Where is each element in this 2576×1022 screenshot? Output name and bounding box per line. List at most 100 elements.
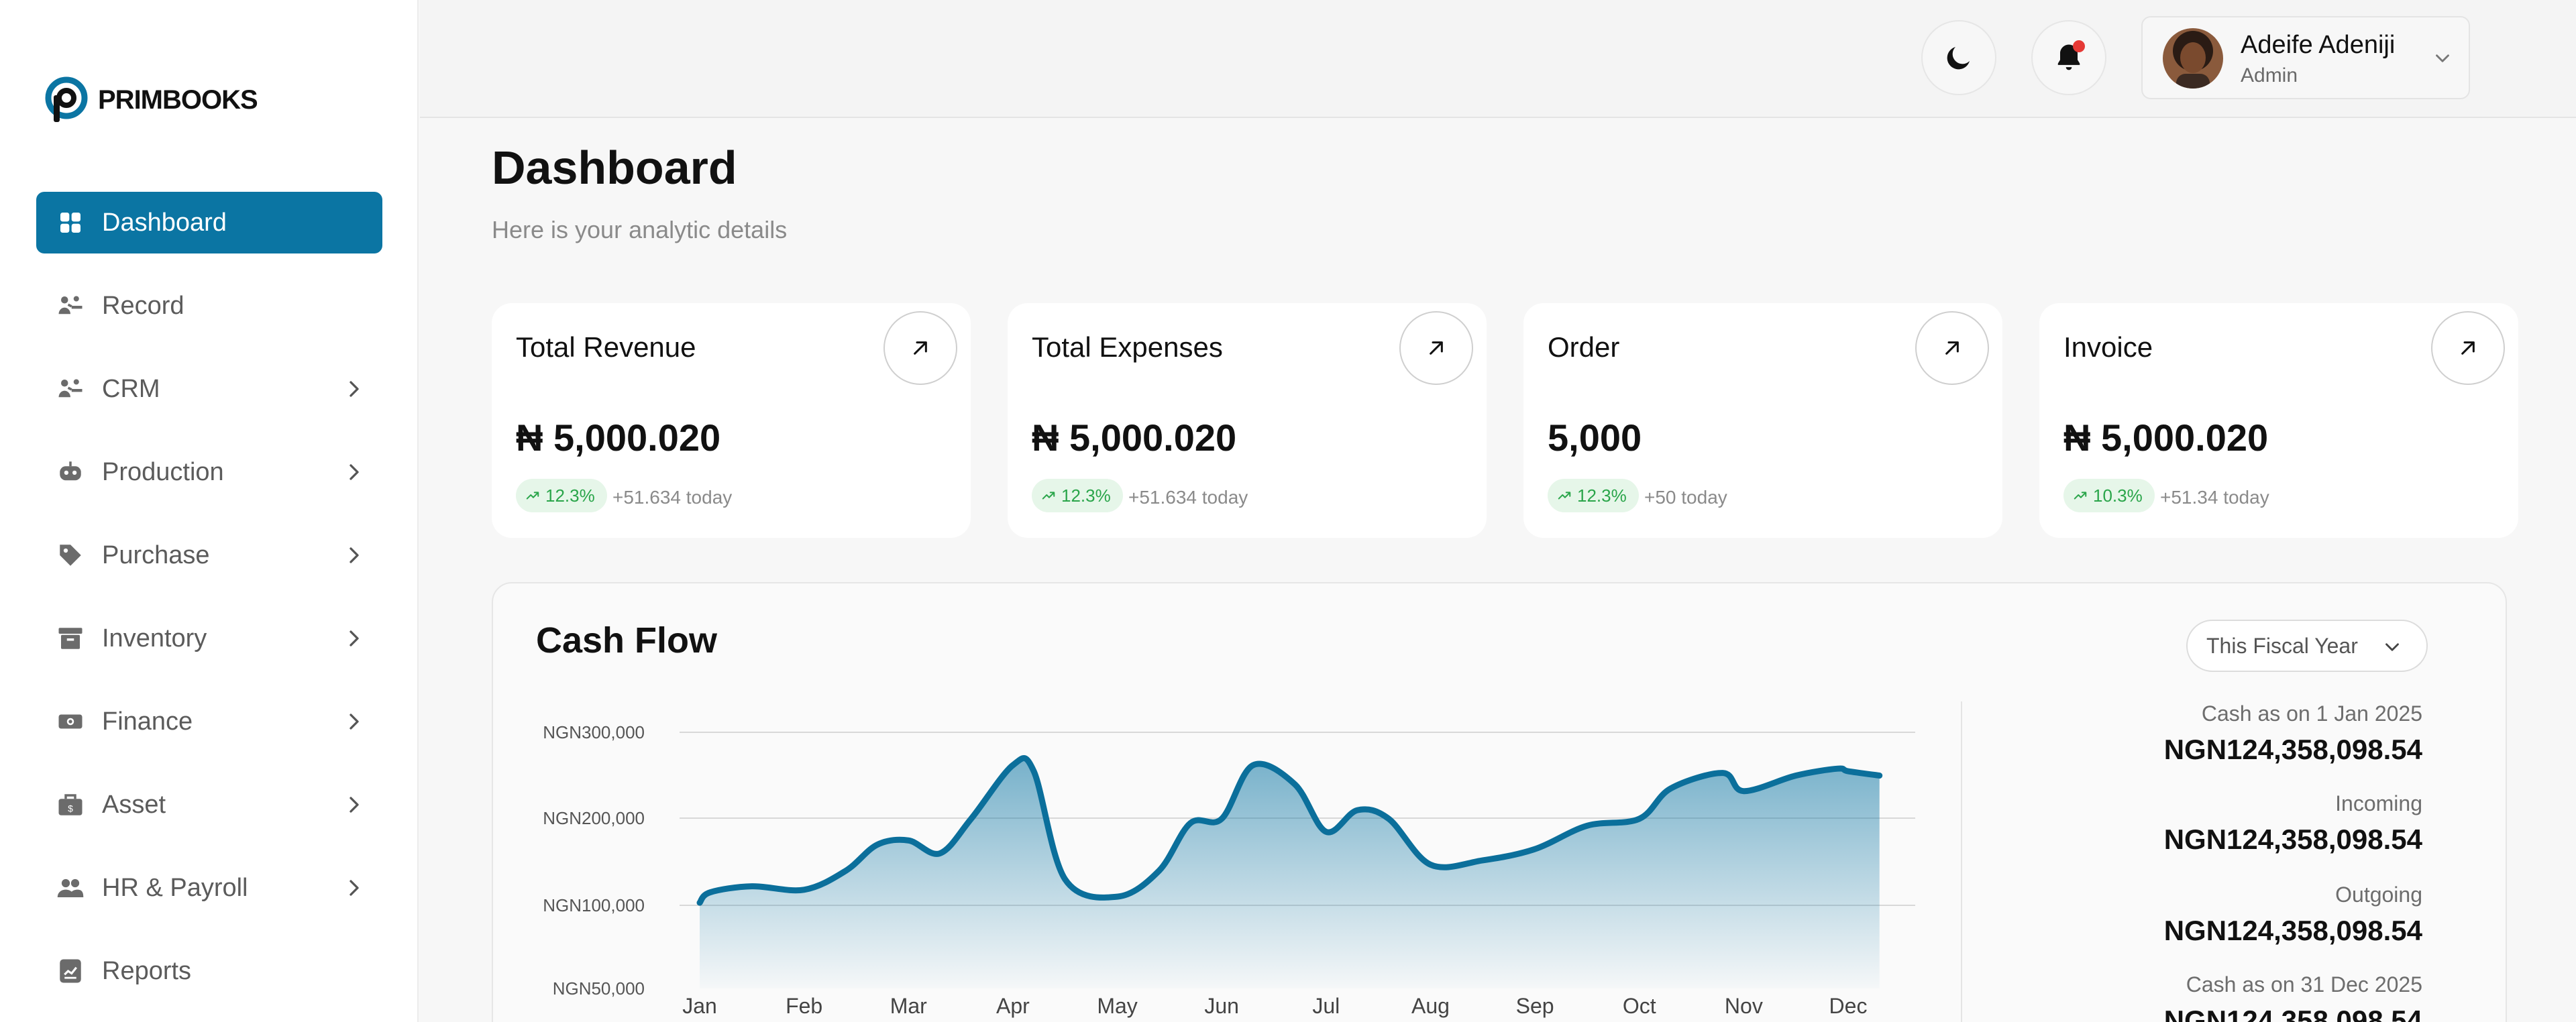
chevron-right-icon <box>341 708 368 735</box>
sidebar-item-crm[interactable]: CRM <box>36 358 382 420</box>
users-icon <box>56 375 85 403</box>
x-tick-label: Apr <box>996 994 1030 1018</box>
brand-logo[interactable]: PRIMBOOKS <box>42 75 258 125</box>
money-icon <box>56 707 85 736</box>
user-role: Admin <box>2241 64 2298 87</box>
people-icon <box>56 874 85 902</box>
x-tick-label: May <box>1097 994 1137 1018</box>
x-tick-label: Oct <box>1623 994 1656 1018</box>
sidebar-item-finance[interactable]: Finance <box>36 691 382 752</box>
page-subtitle: Here is your analytic details <box>492 216 788 243</box>
svg-text:$: $ <box>68 803 73 814</box>
chevron-down-icon <box>2385 643 2399 651</box>
sidebar-item-label: Asset <box>102 790 166 819</box>
kpi-card-title: Total Expenses <box>1032 331 1223 363</box>
user-profile-menu[interactable]: Adeife Adeniji Admin <box>2141 16 2470 99</box>
stat-value-outgoing: NGN124,358,098.54 <box>2163 915 2422 946</box>
archive-icon <box>56 624 85 652</box>
open-details-button[interactable] <box>1915 311 1989 385</box>
briefcase-icon: $ <box>56 791 85 819</box>
trend-up-icon <box>2074 492 2087 500</box>
kpi-card-value: ₦ 5,000.020 <box>1032 416 1237 459</box>
sidebar-item-label: Dashboard <box>102 208 227 237</box>
sidebar-item-hr-payroll[interactable]: HR & Payroll <box>36 857 382 919</box>
x-tick-label: Jan <box>682 994 717 1018</box>
change-value: 10.3% <box>2093 485 2143 506</box>
x-tick-label: Dec <box>1829 994 1868 1018</box>
chevron-right-icon <box>341 874 368 901</box>
today-change: +51.634 today <box>612 487 733 508</box>
open-details-button[interactable] <box>1399 311 1473 385</box>
change-badge: 12.3% <box>1548 479 1639 512</box>
chevron-right-icon <box>341 459 368 486</box>
x-tick-label: Nov <box>1725 994 1763 1018</box>
sidebar-item-purchase[interactable]: Purchase <box>36 524 382 586</box>
sidebar-item-label: Purchase <box>102 541 210 569</box>
y-tick-label: NGN200,000 <box>543 808 645 828</box>
sidebar-item-label: Finance <box>102 707 193 736</box>
primbooks-logo-icon <box>45 76 88 122</box>
stat-value-incoming: NGN124,358,098.54 <box>2163 824 2422 855</box>
change-badge: 12.3% <box>1032 479 1123 512</box>
y-tick-label: NGN50,000 <box>553 978 645 999</box>
panel-divider <box>1961 701 1962 1022</box>
user-name: Adeife Adeniji <box>2241 31 2396 59</box>
arrow-up-right-icon <box>914 341 927 355</box>
theme-toggle-button[interactable] <box>1921 20 1996 95</box>
sidebar-item-reports[interactable]: Reports <box>36 940 382 1002</box>
chevron-right-icon <box>341 376 368 402</box>
change-value: 12.3% <box>1061 485 1111 506</box>
brand-name: PRIMBOOKS <box>98 84 258 115</box>
arrow-up-right-icon <box>1430 341 1443 355</box>
arrow-up-right-icon <box>1945 341 1959 355</box>
period-select-value: This Fiscal Year <box>2206 633 2358 658</box>
open-details-button[interactable] <box>883 311 957 385</box>
y-tick-label: NGN100,000 <box>543 895 645 915</box>
stat-label-closing-cash: Cash as on 31 Dec 2025 <box>2186 972 2422 997</box>
x-tick-label: Mar <box>890 994 927 1018</box>
kpi-card-order: Order 5,000 12.3% +50 today <box>1523 303 2002 538</box>
trend-up-icon <box>1558 492 1571 500</box>
x-tick-label: Feb <box>786 994 822 1018</box>
sidebar-item-dashboard[interactable]: Dashboard <box>36 192 382 253</box>
tag-icon <box>56 541 85 569</box>
x-tick-label: Jun <box>1204 994 1239 1018</box>
sidebar-item-label: Inventory <box>102 624 207 652</box>
moon-icon <box>1947 47 1970 70</box>
sidebar-item-label: Reports <box>102 956 192 985</box>
sidebar-item-record[interactable]: Record <box>36 275 382 337</box>
kpi-card-title: Invoice <box>2063 331 2153 363</box>
kpi-card-total-revenue: Total Revenue ₦ 5,000.020 12.3% +51.634 tod… <box>492 303 971 538</box>
users-icon <box>56 292 85 320</box>
stat-label-outgoing: Outgoing <box>2335 883 2422 907</box>
kpi-card-invoice: Invoice ₦ 5,000.020 10.3% +51.34 today <box>2039 303 2518 538</box>
sidebar-nav: Dashboard Record CRM Production Purchase Inve… <box>36 192 382 1022</box>
kpi-card-title: Order <box>1548 331 1620 363</box>
change-badge: 10.3% <box>2063 479 2155 512</box>
kpi-card-total-expenses: Total Expenses ₦ 5,000.020 12.3% +51.634 to… <box>1008 303 1487 538</box>
report-icon <box>56 957 85 985</box>
stat-label-incoming: Incoming <box>2335 791 2422 815</box>
chevron-right-icon <box>341 791 368 818</box>
kpi-card-title: Total Revenue <box>516 331 696 363</box>
x-tick-label: Aug <box>1411 994 1450 1018</box>
grid-icon <box>56 209 85 237</box>
sidebar-item-production[interactable]: Production <box>36 441 382 503</box>
stat-value-closing-cash: NGN124,358,098.54 <box>2163 1005 2422 1022</box>
kpi-card-value: ₦ 5,000.020 <box>2063 416 2269 459</box>
change-value: 12.3% <box>1577 485 1627 506</box>
sidebar: PRIMBOOKS Dashboard Record CRM Production Pu… <box>0 0 419 1022</box>
sidebar-item-asset[interactable]: $ Asset <box>36 774 382 836</box>
cash-flow-title: Cash Flow <box>536 620 718 661</box>
open-details-button[interactable] <box>2431 311 2505 385</box>
chevron-right-icon <box>341 542 368 569</box>
sidebar-item-label: CRM <box>102 374 160 403</box>
trend-up-icon <box>1042 492 1055 500</box>
sidebar-item-inventory[interactable]: Inventory <box>36 608 382 669</box>
kpi-card-value: ₦ 5,000.020 <box>516 416 721 459</box>
today-change: +51.34 today <box>2160 487 2269 508</box>
period-select[interactable]: This Fiscal Year <box>2186 620 2428 672</box>
arrow-up-right-icon <box>2461 341 2475 355</box>
notifications-button[interactable] <box>2031 20 2106 95</box>
x-tick-label: Jul <box>1312 994 1340 1018</box>
